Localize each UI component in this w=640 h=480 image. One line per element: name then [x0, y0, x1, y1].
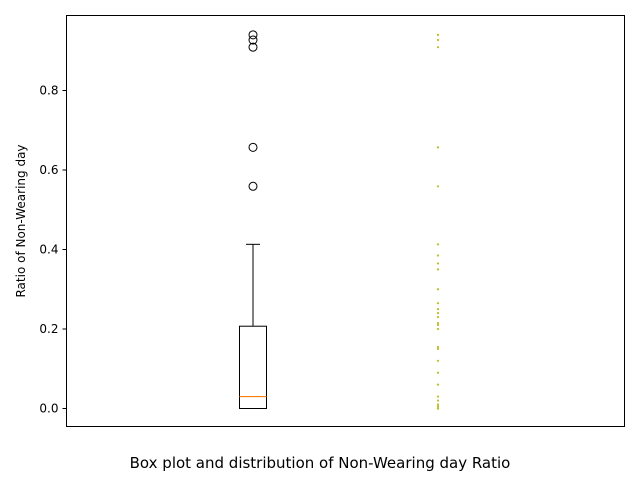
distribution-point — [436, 243, 440, 246]
y-axis-label: Ratio of Non-Wearing day — [14, 144, 28, 297]
distribution-point — [436, 308, 440, 311]
distribution-point — [436, 312, 440, 315]
y-tick-label: 0.0 — [39, 402, 58, 416]
outlier-point — [248, 181, 258, 191]
plot-area-frame — [66, 15, 625, 427]
distribution-point — [436, 327, 440, 331]
outlier-point — [248, 142, 258, 152]
distribution-point — [436, 33, 440, 36]
y-axis-ticks: 0.0 0.2 0.4 0.6 0.8 — [39, 84, 67, 416]
y-tick-label: 0.6 — [39, 163, 58, 177]
box-plot — [239, 30, 267, 409]
distribution-point — [436, 399, 440, 402]
outlier-point — [248, 35, 258, 45]
outlier-point — [248, 42, 258, 52]
distribution-point — [436, 38, 440, 42]
distribution-point — [436, 302, 440, 305]
distribution-point — [436, 315, 440, 319]
distribution-point — [436, 347, 440, 350]
distribution-points — [436, 33, 440, 410]
distribution-point — [436, 321, 440, 325]
distribution-point — [436, 262, 440, 265]
distribution-point — [436, 405, 440, 408]
y-tick-label: 0.2 — [39, 322, 58, 336]
outlier-point — [248, 30, 258, 40]
chart-caption: Box plot and distribution of Non-Wearing… — [129, 454, 511, 472]
distribution-point — [436, 395, 440, 398]
distribution-point — [436, 46, 440, 49]
distribution-point — [436, 146, 440, 149]
distribution-point — [436, 254, 440, 257]
distribution-point — [436, 383, 440, 386]
distribution-point — [436, 371, 440, 374]
y-tick-label: 0.4 — [39, 243, 58, 257]
distribution-point — [436, 288, 440, 291]
distribution-point — [436, 407, 440, 410]
distribution-point — [436, 268, 440, 271]
y-tick-label: 0.8 — [39, 84, 58, 98]
distribution-point — [436, 323, 440, 327]
distribution-point — [436, 185, 440, 188]
distribution-point — [436, 359, 440, 362]
distribution-point — [436, 345, 440, 348]
distribution-point — [436, 403, 440, 406]
